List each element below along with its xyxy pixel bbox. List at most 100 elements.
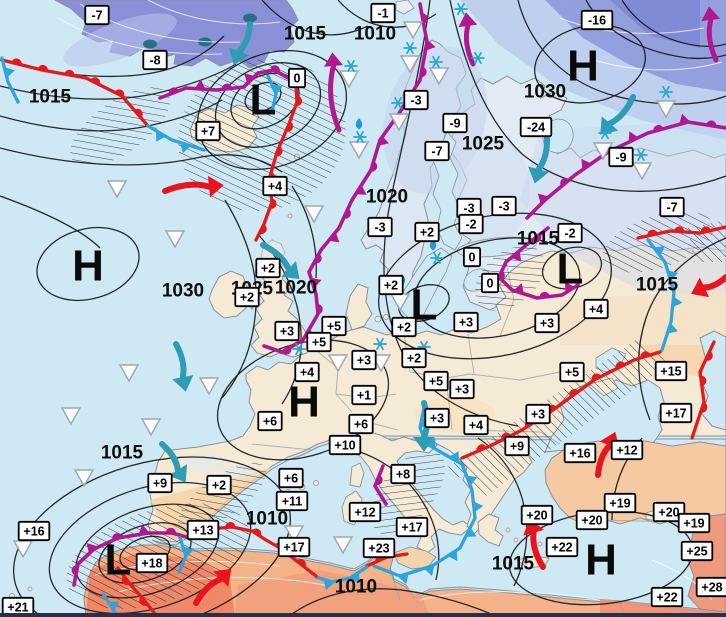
svg-text:+23: +23	[368, 542, 389, 556]
precipitation-area	[371, 449, 445, 535]
teal-wind-arrow-icon	[159, 441, 188, 483]
svg-text:+12: +12	[616, 444, 637, 458]
isobar	[359, 451, 440, 581]
svg-text:-24: -24	[527, 121, 545, 135]
shower-triangle-icon	[303, 205, 325, 224]
svg-text:+2: +2	[397, 321, 411, 335]
temperature-label: +17	[659, 402, 693, 424]
svg-text:-1: -1	[377, 7, 388, 21]
temperature-label: +2	[378, 274, 404, 296]
temperature-label: +2	[255, 257, 281, 279]
temperature-label: 0	[480, 272, 499, 294]
warm-front-symbol	[420, 66, 427, 78]
cold-front	[646, 238, 683, 352]
weather-symbols-layer	[12, 2, 677, 559]
warm-front-symbol	[560, 177, 570, 187]
cold-front-symbol	[138, 524, 150, 535]
svg-text:+5: +5	[312, 336, 326, 350]
svg-text:-9: -9	[615, 151, 626, 165]
warm-front-symbol	[653, 124, 664, 132]
occluded-front	[158, 65, 294, 100]
teal-wind-arrow-icon	[260, 242, 300, 280]
snowflake-icon	[598, 126, 612, 140]
svg-text:+12: +12	[354, 506, 375, 520]
warm-front-symbol	[375, 475, 383, 486]
svg-text:-3: -3	[374, 221, 385, 235]
temperature-label: +3	[351, 349, 377, 371]
country-border	[389, 569, 401, 601]
cold-front-symbol	[511, 250, 522, 262]
warm-front-symbol	[90, 77, 101, 85]
temperature-label: +3	[449, 378, 475, 400]
isobar-value-label: 1025	[462, 134, 505, 155]
warm-front-symbol	[647, 229, 658, 236]
warm-front	[636, 225, 726, 240]
white-contour	[147, 0, 281, 25]
isobar	[398, 284, 450, 322]
temperature-label: +20	[652, 501, 686, 523]
warm-front-symbol	[476, 444, 487, 452]
warm-front-symbol	[114, 89, 125, 97]
warm-front-symbol	[700, 226, 712, 233]
cold-front-symbol	[581, 158, 592, 170]
warm-front-symbol	[121, 575, 131, 586]
temperature-label: +10	[328, 434, 362, 456]
shower-triangle-icon	[332, 536, 354, 555]
cold-front-symbol	[328, 232, 340, 243]
svg-text:+20: +20	[658, 506, 679, 520]
svg-text:+6: +6	[263, 415, 277, 429]
svg-text:+3: +3	[430, 412, 444, 426]
shower-triangle-icon	[106, 180, 128, 199]
pressure-center-letter: L	[250, 76, 277, 125]
svg-text:+5: +5	[327, 320, 341, 334]
warm-front-symbol	[168, 87, 179, 95]
temperature-label: +8	[390, 463, 416, 485]
cold-front-symbol	[349, 572, 360, 584]
cold-front	[177, 536, 194, 574]
temperature-label: +5	[559, 361, 585, 383]
cold-front-symbol	[565, 281, 575, 293]
occluded-front	[497, 226, 580, 300]
warm-front-symbol	[270, 65, 280, 73]
warm-front-symbol	[165, 527, 177, 533]
snowflake-icon	[634, 148, 648, 162]
cold-front-symbol	[180, 142, 191, 154]
svg-text:0: 0	[469, 251, 476, 265]
svg-text:+3: +3	[531, 408, 545, 422]
warm-front-symbol	[539, 291, 550, 298]
snowflake-icon	[403, 41, 417, 55]
teal-wind-arrow-icon	[528, 134, 551, 184]
isobar-value-label: 1010	[246, 509, 288, 530]
warm-front	[0, 58, 150, 128]
isobar-value-label: 1010	[354, 24, 396, 45]
pressure-center-letter: L	[105, 536, 132, 585]
svg-text:+15: +15	[660, 365, 681, 379]
isobar-value-label: 1020	[275, 278, 317, 299]
temperature-label: +7	[195, 120, 221, 142]
temperature-label: +5	[306, 331, 332, 353]
warm-front-symbol	[259, 224, 267, 234]
svg-text:+16: +16	[23, 525, 44, 539]
temperature-label: +19	[603, 492, 637, 514]
cold-front-symbol	[183, 547, 194, 558]
precipitation-area	[70, 87, 170, 167]
snowflake-icon	[471, 51, 485, 65]
temperature-label: +5	[423, 370, 449, 392]
temperature-label: +6	[257, 410, 283, 432]
shower-triangle-icon	[592, 142, 614, 161]
terrain-icon	[243, 13, 257, 23]
temperature-label: +25	[680, 540, 714, 562]
svg-text:0: 0	[294, 72, 301, 86]
cold-front-symbol	[423, 565, 435, 576]
small-island	[513, 537, 519, 543]
svg-text:+17: +17	[665, 407, 686, 421]
shower-triangle-icon	[60, 407, 82, 426]
purple-wind-arrow-icon	[701, 6, 721, 63]
isobar	[0, 147, 283, 173]
snowflake-icon	[430, 251, 444, 265]
warm-front-symbol	[71, 565, 78, 576]
svg-text:+17: +17	[401, 521, 422, 535]
cold-front-symbol	[473, 501, 484, 513]
small-island	[537, 541, 543, 547]
isobar	[0, 63, 237, 100]
